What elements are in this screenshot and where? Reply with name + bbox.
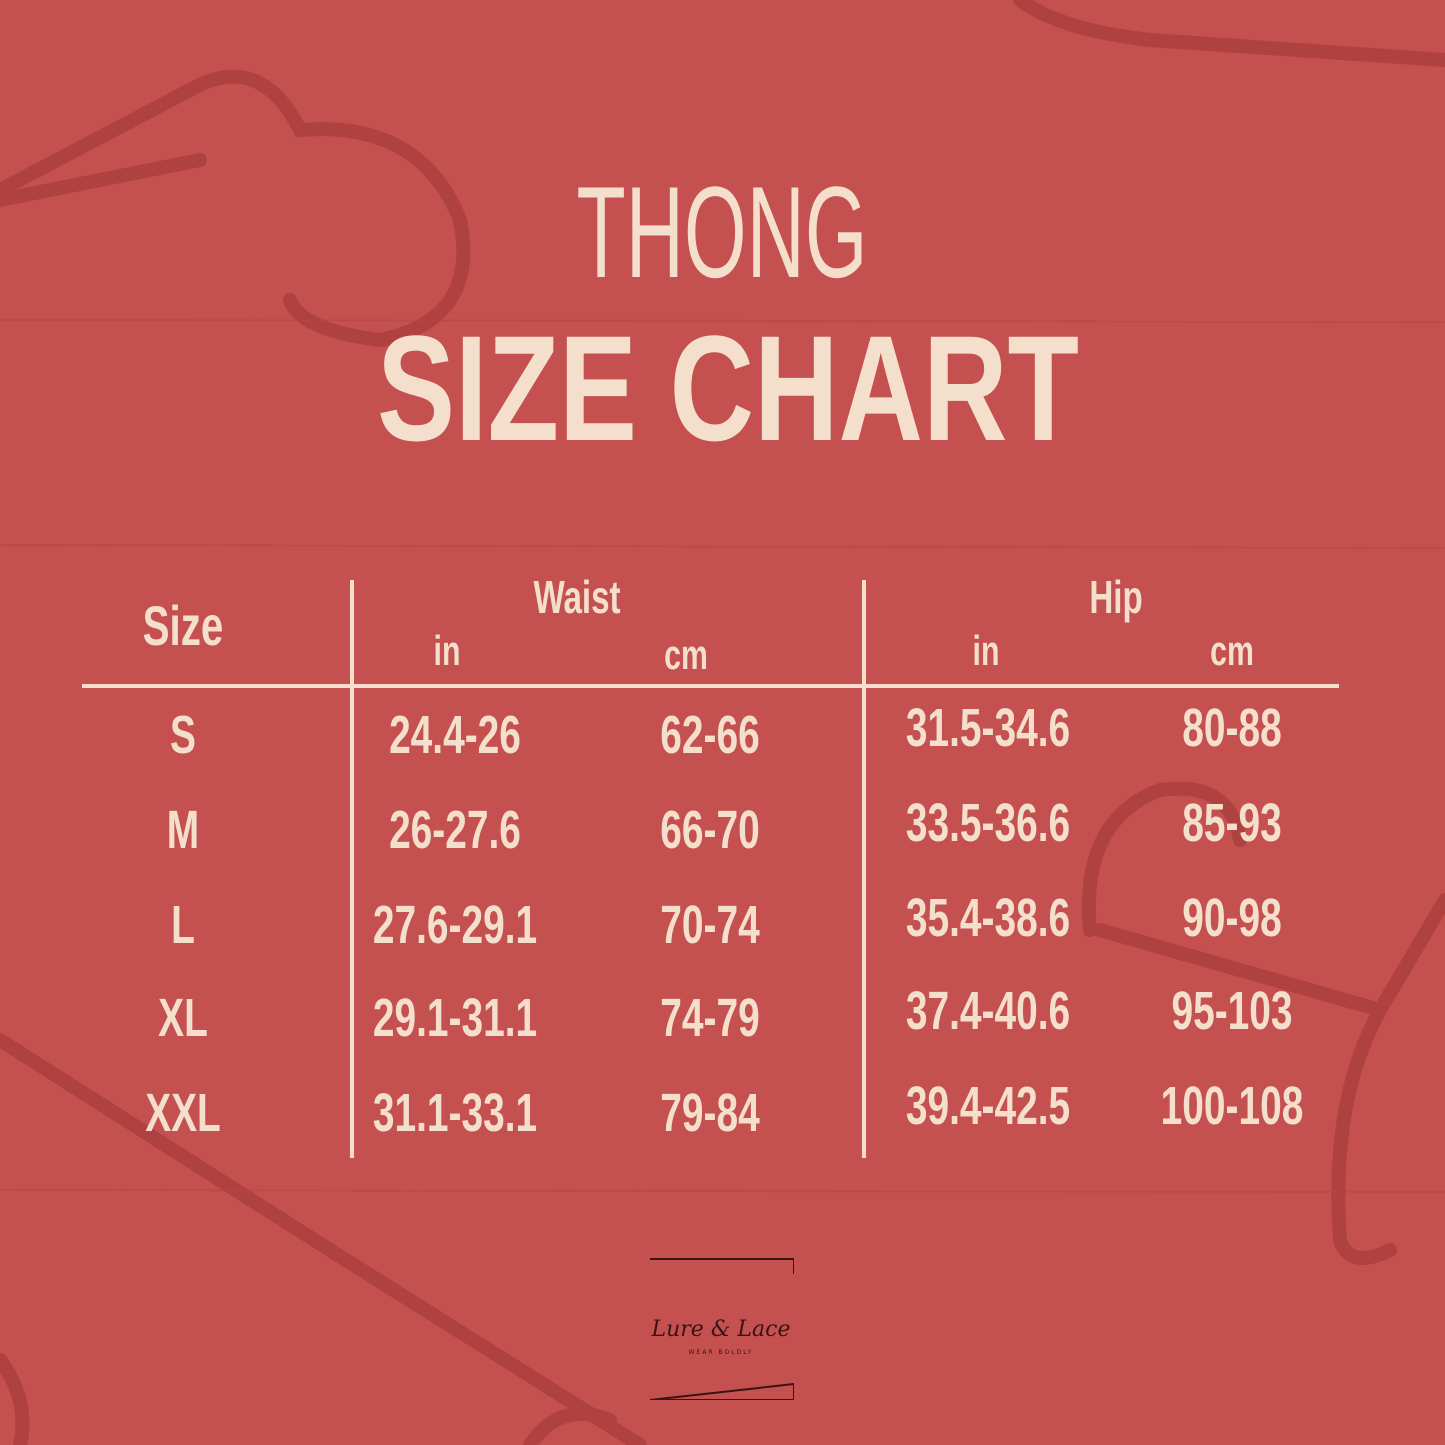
cell-hip-in: 33.5-36.6 (905, 793, 1071, 853)
cell-hip-in: 37.4-40.6 (905, 981, 1071, 1041)
header-waist-cm: cm (664, 631, 708, 678)
svg-text:Lure & Lace: Lure & Lace (651, 1317, 791, 1342)
cell-waist-cm: 62-66 (660, 705, 760, 765)
cell-hip-cm: 95-103 (1171, 981, 1293, 1041)
cell-waist-in: 24.4-26 (389, 705, 521, 765)
cell-waist-in: 27.6-29.1 (372, 895, 538, 955)
cell-waist-cm: 74-79 (660, 988, 760, 1048)
size-label: M (166, 800, 200, 860)
size-label: XXL (145, 1083, 221, 1143)
cell-waist-cm: 70-74 (660, 895, 760, 955)
cell-hip-cm: 85-93 (1182, 793, 1282, 853)
size-label: L (171, 895, 195, 955)
title-product: THONG (576, 159, 868, 305)
column-divider (350, 580, 354, 1158)
cell-hip-in: 31.5-34.6 (905, 698, 1071, 758)
cell-hip-cm: 90-98 (1182, 888, 1282, 948)
size-label: S (170, 705, 196, 765)
header-hip: Hip (1089, 571, 1143, 623)
header-divider (82, 684, 1339, 688)
size-label: XL (158, 988, 208, 1048)
header-hip-cm: cm (1210, 627, 1254, 674)
header-size: Size (142, 594, 224, 657)
header-hip-in: in (972, 627, 1000, 674)
column-divider (862, 580, 866, 1158)
svg-text:WEAR BOLDLY: WEAR BOLDLY (689, 1349, 754, 1356)
cell-waist-cm: 66-70 (660, 800, 760, 860)
brand-logo: Lure & Lace WEAR BOLDLY (649, 1258, 794, 1400)
cell-waist-cm: 79-84 (660, 1083, 760, 1143)
cell-waist-in: 26-27.6 (389, 800, 521, 860)
title-size-chart: SIZE CHART (377, 304, 1079, 472)
cell-waist-in: 29.1-31.1 (372, 988, 538, 1048)
cell-hip-cm: 80-88 (1182, 698, 1282, 758)
header-waist: Waist (533, 571, 621, 623)
cell-hip-in: 39.4-42.5 (905, 1076, 1071, 1136)
cell-waist-in: 31.1-33.1 (372, 1083, 538, 1143)
header-waist-in: in (433, 627, 461, 674)
cell-hip-in: 35.4-38.6 (905, 888, 1071, 948)
cell-hip-cm: 100-108 (1160, 1076, 1304, 1136)
